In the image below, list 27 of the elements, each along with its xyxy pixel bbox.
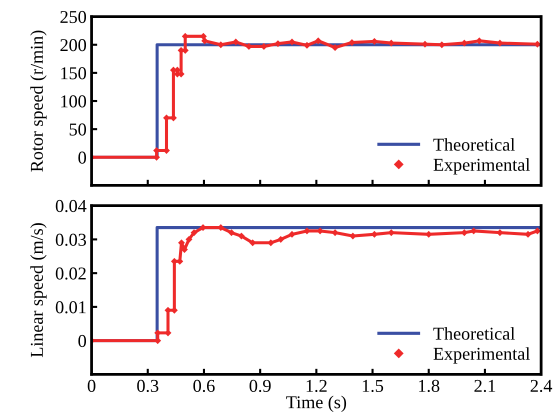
legend-label: Experimental <box>434 158 530 175</box>
y-tick-label: 50 <box>70 123 86 136</box>
y-tick-label: 0.02 <box>56 267 86 280</box>
x-axis-title: Time (s) <box>286 396 346 412</box>
x-tick-label: 1.5 <box>362 380 384 392</box>
y-tick-label: 200 <box>60 39 86 52</box>
x-tick-label: 1.8 <box>419 380 440 392</box>
x-tick-label: 2.1 <box>474 380 496 392</box>
y-tick-label: 250 <box>60 10 86 24</box>
y-tick-label: 0 <box>78 334 86 348</box>
x-tick-label: 1.2 <box>306 380 327 392</box>
x-tick-label: 2.4 <box>530 380 552 392</box>
y-tick-label: 150 <box>61 67 86 80</box>
legend-label: Theoretical <box>433 327 515 340</box>
x-tick-label: 0.9 <box>250 380 271 392</box>
y-axis-title: Rotor speed (r/min) <box>30 30 47 172</box>
y-tick-label: 0.01 <box>56 301 86 314</box>
y-tick-label: 0.04 <box>56 200 86 212</box>
x-tick-label: 0.6 <box>193 380 215 392</box>
legend-label: Experimental <box>434 347 530 364</box>
y-tick-label: 100 <box>61 95 86 108</box>
y-tick-label: 0 <box>78 152 86 164</box>
x-tick-label: 0.3 <box>137 380 158 392</box>
x-tick-label: 0 <box>88 380 96 392</box>
legend-label: Theoretical <box>433 138 515 151</box>
y-tick-label: 0.03 <box>56 234 86 246</box>
y-axis-title: Linear speed (m/s) <box>30 223 47 358</box>
